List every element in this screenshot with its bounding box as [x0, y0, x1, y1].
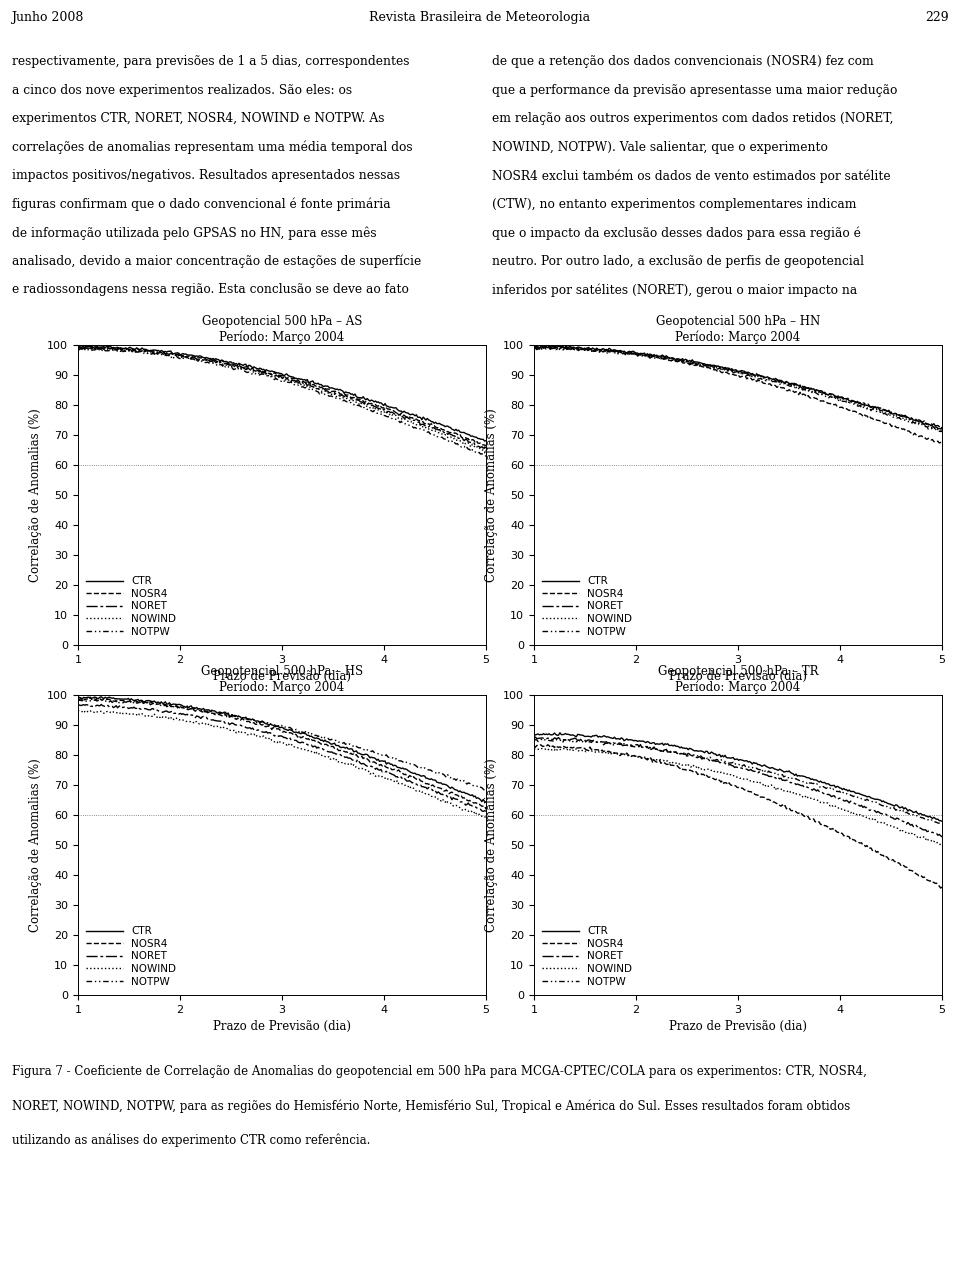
Text: respectivamente, para previsões de 1 a 5 dias, correspondentes: respectivamente, para previsões de 1 a 5… [12, 55, 409, 68]
Text: que a performance da previsão apresentasse uma maior redução: que a performance da previsão apresentas… [492, 84, 897, 96]
Y-axis label: Correlação de Anomalias (%): Correlação de Anomalias (%) [485, 409, 497, 582]
Text: em relação aos outros experimentos com dados retidos (NORET,: em relação aos outros experimentos com d… [492, 112, 893, 125]
Text: NORET, NOWIND, NOTPW, para as regiões do Hemisfério Norte, Hemisfério Sul, Tropi: NORET, NOWIND, NOTPW, para as regiões do… [12, 1099, 850, 1113]
Legend: CTR, NOSR4, NORET, NOWIND, NOTPW: CTR, NOSR4, NORET, NOWIND, NOTPW [84, 573, 180, 640]
Text: de que a retenção dos dados convencionais (NOSR4) fez com: de que a retenção dos dados convencionai… [492, 55, 874, 68]
Title: Geopotencial 500 hPa – AS
Período: Março 2004: Geopotencial 500 hPa – AS Período: Março… [202, 315, 362, 344]
Title: Geopotencial 500 hPa – TR
Período: Março 2004: Geopotencial 500 hPa – TR Período: Março… [658, 666, 818, 694]
Text: (CTW), no entanto experimentos complementares indicam: (CTW), no entanto experimentos complemen… [492, 198, 856, 211]
Text: 229: 229 [924, 10, 948, 23]
X-axis label: Prazo de Previsão (dia): Prazo de Previsão (dia) [213, 671, 351, 684]
Y-axis label: Correlação de Anomalias (%): Correlação de Anomalias (%) [485, 758, 497, 932]
Title: Geopotencial 500 hPa – HN
Período: Março 2004: Geopotencial 500 hPa – HN Período: Março… [656, 315, 820, 344]
X-axis label: Prazo de Previsão (dia): Prazo de Previsão (dia) [669, 1020, 807, 1033]
Legend: CTR, NOSR4, NORET, NOWIND, NOTPW: CTR, NOSR4, NORET, NOWIND, NOTPW [540, 573, 636, 640]
Text: impactos positivos/negativos. Resultados apresentados nessas: impactos positivos/negativos. Resultados… [12, 170, 399, 182]
Text: que o impacto da exclusão desses dados para essa região é: que o impacto da exclusão desses dados p… [492, 226, 860, 239]
Title: Geopotencial 500 hPa – HS
Período: Março 2004: Geopotencial 500 hPa – HS Período: Março… [201, 666, 363, 694]
Text: NOWIND, NOTPW). Vale salientar, que o experimento: NOWIND, NOTPW). Vale salientar, que o ex… [492, 140, 828, 154]
Text: e radiossondagens nessa região. Esta conclusão se deve ao fato: e radiossondagens nessa região. Esta con… [12, 283, 408, 296]
X-axis label: Prazo de Previsão (dia): Prazo de Previsão (dia) [669, 671, 807, 684]
X-axis label: Prazo de Previsão (dia): Prazo de Previsão (dia) [213, 1020, 351, 1033]
Text: correlações de anomalias representam uma média temporal dos: correlações de anomalias representam uma… [12, 140, 412, 154]
Text: experimentos CTR, NORET, NOSR4, NOWIND e NOTPW. As: experimentos CTR, NORET, NOSR4, NOWIND e… [12, 112, 384, 125]
Text: Revista Brasileira de Meteorologia: Revista Brasileira de Meteorologia [370, 10, 590, 23]
Text: figuras confirmam que o dado convencional é fonte primária: figuras confirmam que o dado convenciona… [12, 198, 390, 211]
Text: neutro. Por outro lado, a exclusão de perfis de geopotencial: neutro. Por outro lado, a exclusão de pe… [492, 254, 864, 267]
Text: analisado, devido a maior concentração de estações de superfície: analisado, devido a maior concentração d… [12, 254, 420, 269]
Legend: CTR, NOSR4, NORET, NOWIND, NOTPW: CTR, NOSR4, NORET, NOWIND, NOTPW [540, 923, 636, 989]
Legend: CTR, NOSR4, NORET, NOWIND, NOTPW: CTR, NOSR4, NORET, NOWIND, NOTPW [84, 923, 180, 989]
Y-axis label: Correlação de Anomalias (%): Correlação de Anomalias (%) [29, 409, 41, 582]
Y-axis label: Correlação de Anomalias (%): Correlação de Anomalias (%) [29, 758, 41, 932]
Text: inferidos por satélites (NORET), gerou o maior impacto na: inferidos por satélites (NORET), gerou o… [492, 283, 856, 297]
Text: Junho 2008: Junho 2008 [12, 10, 84, 23]
Text: NOSR4 exclui também os dados de vento estimados por satélite: NOSR4 exclui também os dados de vento es… [492, 170, 890, 182]
Text: a cinco dos nove experimentos realizados. São eles: os: a cinco dos nove experimentos realizados… [12, 84, 351, 96]
Text: utilizando as análises do experimento CTR como referência.: utilizando as análises do experimento CT… [12, 1133, 370, 1148]
Text: de informação utilizada pelo GPSAS no HN, para esse mês: de informação utilizada pelo GPSAS no HN… [12, 226, 376, 239]
Text: Figura 7 - Coeficiente de Correlação de Anomalias do geopotencial em 500 hPa par: Figura 7 - Coeficiente de Correlação de … [12, 1065, 866, 1078]
